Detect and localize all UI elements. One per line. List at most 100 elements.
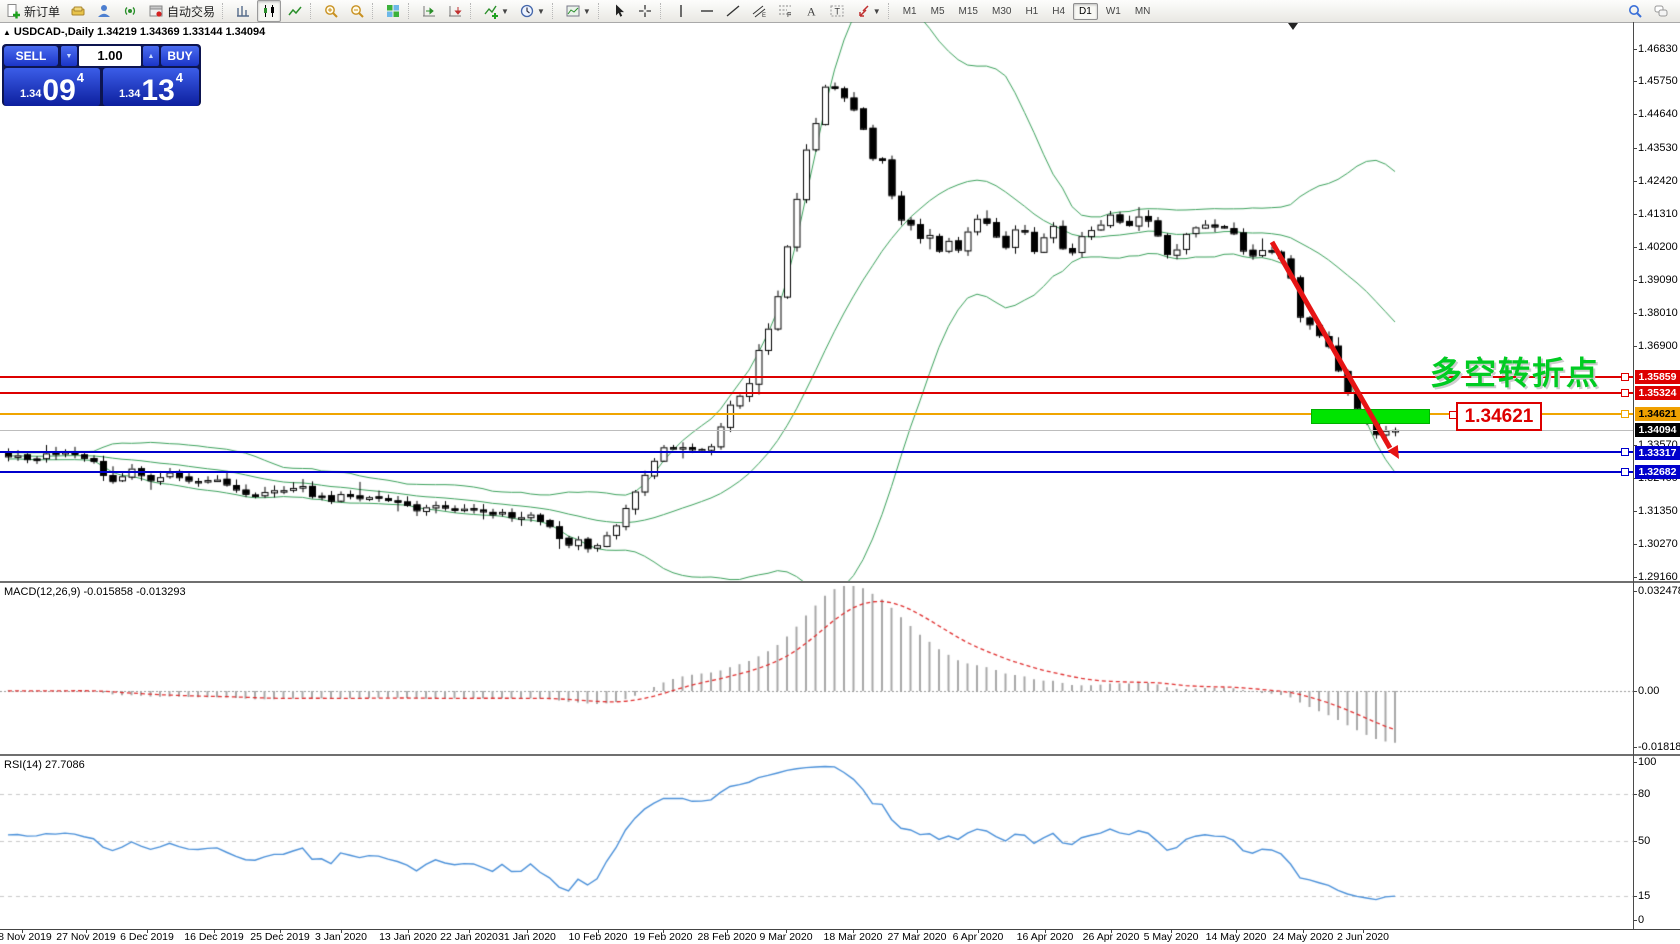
volume-up-button[interactable]: ▲ <box>143 46 159 66</box>
macd-indicator-label: MACD(12,26,9) -0.015858 -0.013293 <box>4 586 186 598</box>
price-level-box[interactable]: 1.34621 <box>1456 402 1542 431</box>
timeframe-mn[interactable]: MN <box>1134 5 1151 17</box>
arrows-button[interactable]: ▼ <box>851 0 885 22</box>
fibo-icon: F <box>777 3 793 19</box>
new-order-button-label: 新订单 <box>24 4 61 19</box>
rsi-axis-tick-80: 80 <box>1638 788 1651 800</box>
contacts-button[interactable] <box>92 0 116 22</box>
date-tick <box>1045 929 1046 933</box>
sell-price-panel[interactable]: 1.34 09 4 <box>4 68 100 106</box>
trendline-button[interactable] <box>721 0 745 22</box>
timeframe-m5[interactable]: M5 <box>930 5 945 17</box>
rsi-axis-tickmark <box>1633 896 1637 897</box>
rsi-pane-canvas[interactable] <box>0 756 1633 929</box>
volume-input[interactable]: 1.00 <box>79 46 141 66</box>
date-label: 18 Mar 2020 <box>823 931 883 943</box>
collapse-trade-panel-icon[interactable]: ▲ <box>3 28 11 37</box>
tile-windows-button[interactable] <box>381 0 405 22</box>
search-icon[interactable] <box>1623 0 1647 22</box>
macd-pane-separator[interactable] <box>0 581 1680 583</box>
timeframe-h4[interactable]: H4 <box>1052 5 1066 17</box>
timeframe-m30[interactable]: M30 <box>991 5 1012 17</box>
line-chart-button[interactable] <box>283 0 307 22</box>
indicators-button[interactable]: ▼ <box>479 0 513 22</box>
autoscroll-icon <box>447 3 463 19</box>
bar-chart-button[interactable] <box>231 0 255 22</box>
date-tick <box>469 929 470 933</box>
date-label: 3 Jan 2020 <box>315 931 367 943</box>
date-tick <box>978 929 979 933</box>
rsi-pane-separator[interactable] <box>0 754 1680 756</box>
date-tick <box>598 929 599 933</box>
gold-icon-button[interactable] <box>66 0 90 22</box>
crosshair-button[interactable] <box>633 0 657 22</box>
vline-button[interactable] <box>669 0 693 22</box>
buy-price-sup: 4 <box>175 70 184 85</box>
date-tick <box>786 929 787 933</box>
hline-1.33317[interactable] <box>0 451 1633 453</box>
hline-1.35859[interactable] <box>0 376 1633 378</box>
chart-shift-marker-icon[interactable] <box>1288 23 1298 30</box>
main-chart-canvas[interactable] <box>0 22 1633 581</box>
timeframe-w1[interactable]: W1 <box>1105 5 1121 17</box>
price-box-anchor-handle[interactable] <box>1449 411 1457 419</box>
text-button[interactable]: A <box>799 0 823 22</box>
y-axis-tickmark <box>1633 214 1637 215</box>
sell-price-big: 09 <box>42 74 76 107</box>
hline-anchor-1.35324[interactable] <box>1621 389 1629 397</box>
macd-pane-canvas[interactable] <box>0 583 1633 754</box>
hline-anchor-1.32682[interactable] <box>1621 468 1629 476</box>
autotrade-button[interactable]: 自动交易 <box>144 0 219 22</box>
cursor-button[interactable] <box>607 0 631 22</box>
price-axis-line[interactable] <box>1633 22 1634 929</box>
macd-axis-tickmark <box>1633 691 1637 692</box>
hline-1.34094[interactable] <box>0 429 1633 431</box>
date-label: 5 May 2020 <box>1143 931 1199 943</box>
new-order-button[interactable]: 新订单 <box>1 0 64 22</box>
signal-button[interactable] <box>118 0 142 22</box>
rsi-axis-tickmark <box>1633 762 1637 763</box>
y-axis-tickmark <box>1633 49 1637 50</box>
price-badge-1.34094: 1.34094 <box>1635 423 1680 437</box>
rsi-axis-tick-0: 0 <box>1638 914 1645 926</box>
periods-button[interactable]: ▼ <box>515 0 549 22</box>
chart-shift-button[interactable] <box>417 0 441 22</box>
auto-scroll-button[interactable] <box>443 0 467 22</box>
toolbar-separator <box>597 3 604 19</box>
hline-anchor-1.34621[interactable] <box>1621 410 1629 418</box>
hline-button[interactable] <box>695 0 719 22</box>
symbol-info: ▲ USDCAD-,Daily 1.34219 1.34369 1.33144 1… <box>3 26 265 38</box>
svg-text:T: T <box>834 7 840 17</box>
date-label: 6 Apr 2020 <box>952 931 1004 943</box>
volume-down-button[interactable]: ▼ <box>61 46 77 66</box>
autotrade-button-label: 自动交易 <box>167 4 216 19</box>
hline-1.34621[interactable] <box>0 413 1633 415</box>
zoom-in-button[interactable] <box>319 0 343 22</box>
profiles-button[interactable]: ▼ <box>561 0 595 22</box>
timeframe-m15[interactable]: M15 <box>958 5 978 17</box>
sell-button[interactable]: SELL <box>4 46 58 66</box>
annotation-text[interactable]: 多空转折点 <box>1430 355 1601 391</box>
buy-price-panel[interactable]: 1.34 13 4 <box>103 68 199 106</box>
timeframe-d1[interactable]: D1 <box>1073 2 1098 20</box>
timeframe-h1[interactable]: H1 <box>1025 5 1039 17</box>
arrows-icon <box>855 3 871 19</box>
fibonacci-button[interactable]: F <box>773 0 797 22</box>
svg-text:F: F <box>787 12 791 19</box>
rsi-axis-tickmark <box>1633 794 1637 795</box>
hline-anchor-1.35859[interactable] <box>1621 373 1629 381</box>
buy-button[interactable]: BUY <box>161 46 199 66</box>
timeframe-m1[interactable]: M1 <box>902 5 917 17</box>
toolbar-separator <box>551 3 558 19</box>
hline-anchor-1.33317[interactable] <box>1621 448 1629 456</box>
label-button[interactable]: T <box>825 0 849 22</box>
green-highlight-rectangle[interactable] <box>1311 409 1430 424</box>
chat-icon[interactable] <box>1649 0 1673 22</box>
zoomin-icon <box>323 3 339 19</box>
hline-1.32682[interactable] <box>0 471 1633 473</box>
channel-button[interactable]: E <box>747 0 771 22</box>
hline-1.35324[interactable] <box>0 392 1633 394</box>
y-axis-tick-1.46830: 1.46830 <box>1638 43 1678 55</box>
zoom-out-button[interactable] <box>345 0 369 22</box>
candle-chart-button[interactable] <box>257 0 282 22</box>
